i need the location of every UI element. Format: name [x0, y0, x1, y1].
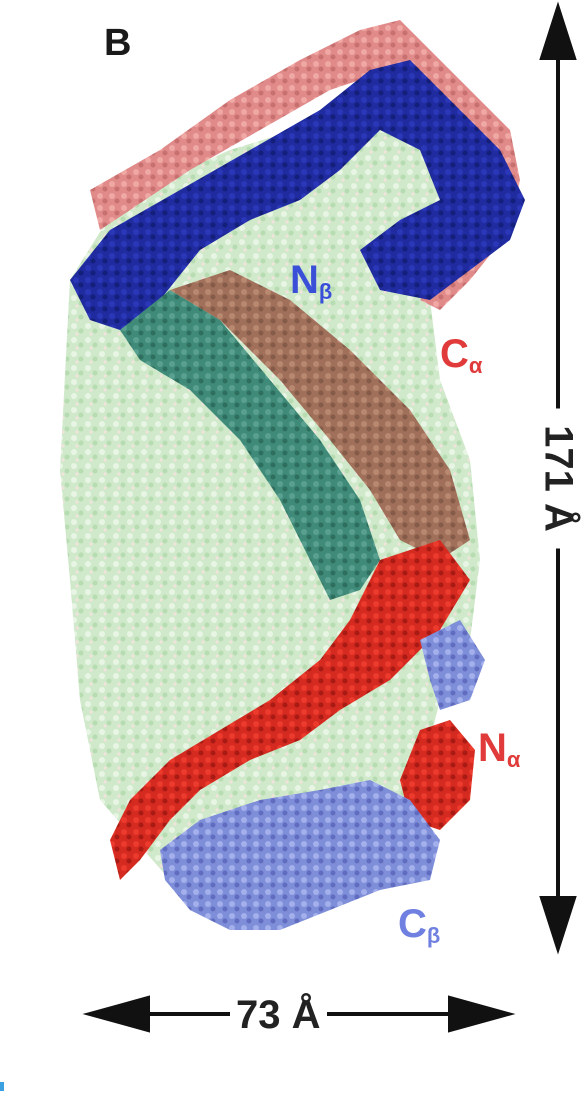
- brown-band: [170, 270, 470, 560]
- c-alpha-label: Cα: [440, 332, 483, 378]
- periwinkle-side: [420, 620, 485, 710]
- salmon-ridge: [90, 20, 520, 310]
- panel-letter: B: [104, 22, 132, 64]
- height-dimension-label: 171 Å: [535, 408, 581, 549]
- periwinkle-beta-chain: [160, 780, 440, 930]
- edge-mark: [0, 1082, 4, 1091]
- n-alpha-label: Nα: [478, 726, 521, 772]
- teal-band: [120, 290, 380, 600]
- width-dimension-label: 73 Å: [230, 993, 327, 1038]
- blue-beta-chain: [70, 60, 525, 330]
- n-beta-label: Nβ: [290, 258, 333, 304]
- red-alpha-tip: [400, 720, 475, 830]
- red-alpha-chain: [110, 540, 470, 880]
- c-beta-label: Cβ: [398, 902, 441, 948]
